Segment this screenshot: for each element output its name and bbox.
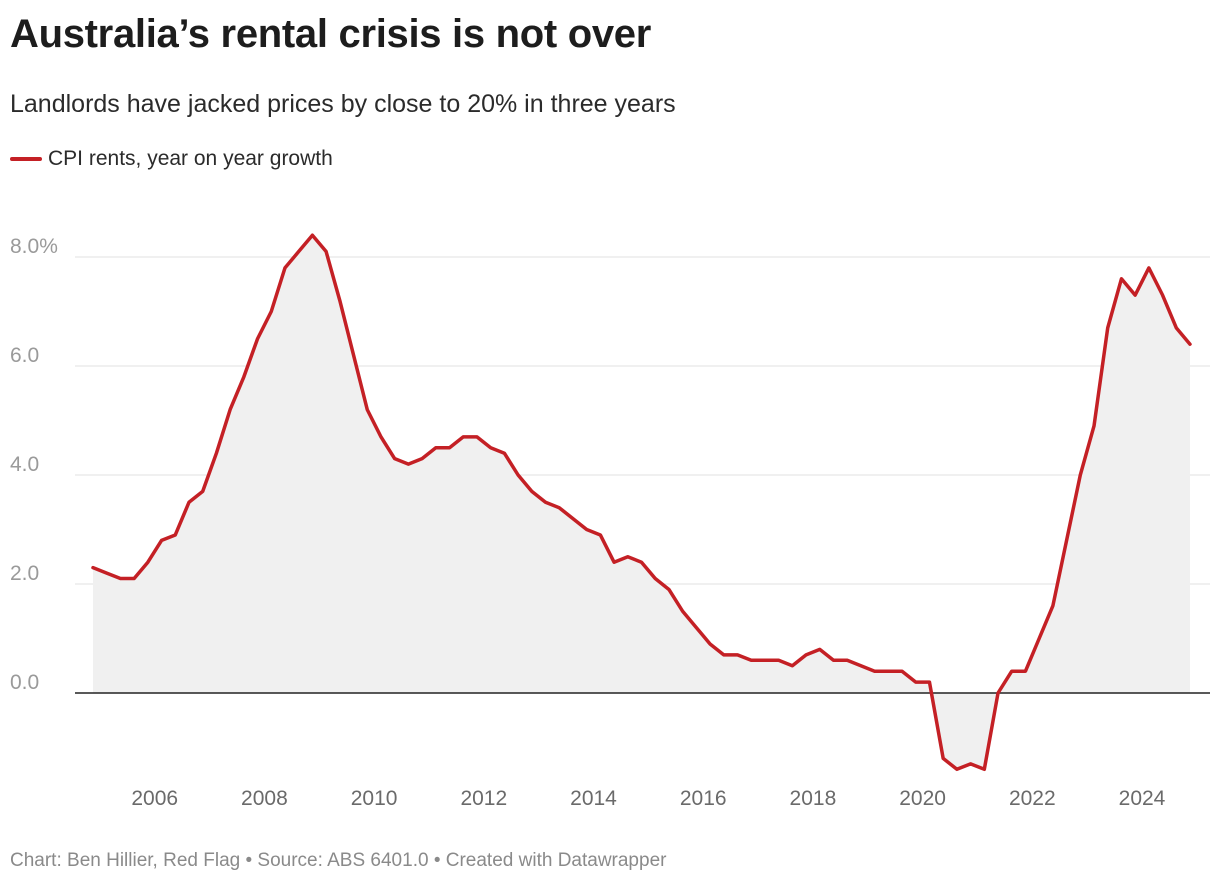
x-tick-label: 2008 [241, 787, 288, 810]
legend-label: CPI rents, year on year growth [48, 147, 333, 170]
legend-swatch [10, 157, 42, 161]
chart-title: Australia’s rental crisis is not over [10, 12, 652, 56]
x-tick-label: 2006 [131, 787, 178, 810]
y-tick-label: 6.0 [10, 344, 39, 367]
chart-subtitle: Landlords have jacked prices by close to… [10, 90, 676, 118]
y-tick-label: 0.0 [10, 671, 39, 694]
area-fill [93, 235, 1190, 770]
x-tick-label: 2018 [790, 787, 837, 810]
x-tick-label: 2016 [680, 787, 727, 810]
y-tick-label: 8.0% [10, 235, 58, 258]
x-tick-label: 2012 [460, 787, 507, 810]
y-tick-label: 2.0 [10, 562, 39, 585]
y-axis-labels: 0.0 2.0 4.0 6.0 8.0% [10, 235, 58, 694]
series-line-cpi-rents [91, 233, 1192, 772]
x-tick-label: 2020 [899, 787, 946, 810]
x-tick-label: 2010 [351, 787, 398, 810]
chart-footer: Chart: Ben Hillier, Red Flag • Source: A… [10, 850, 667, 871]
x-axis-labels: 2006 2008 2010 2012 2014 2016 2018 2020 2022 2024 [131, 787, 1165, 810]
legend: CPI rents, year on year growth [10, 147, 333, 171]
x-tick-label: 2022 [1009, 787, 1056, 810]
y-tick-label: 4.0 [10, 453, 39, 476]
x-tick-label: 2024 [1119, 787, 1166, 810]
x-tick-label: 2014 [570, 787, 617, 810]
